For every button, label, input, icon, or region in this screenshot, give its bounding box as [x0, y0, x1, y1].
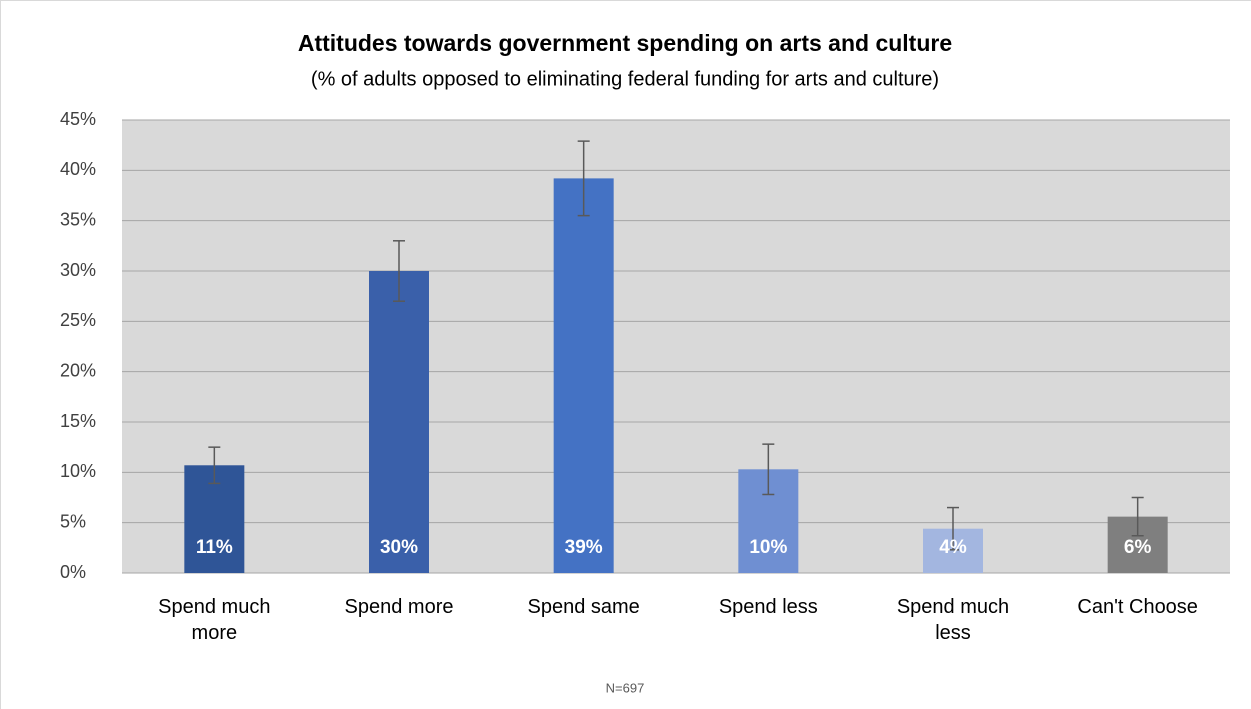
data-label: 39% — [565, 537, 603, 558]
x-tick-label: Spend same — [527, 596, 640, 618]
chart-title: Attitudes towards government spending on… — [298, 30, 952, 56]
error-bar — [947, 506, 959, 551]
error-bar — [1131, 496, 1144, 537]
x-tick-label: Spend much more — [158, 596, 271, 644]
y-tick-label: 25% — [60, 310, 96, 330]
plot-area — [122, 120, 1230, 573]
chart-subtitle: (% of adults opposed to eliminating fede… — [311, 68, 939, 90]
y-tick-label: 30% — [60, 260, 96, 280]
x-tick-label: Spend less — [718, 596, 818, 618]
data-label: 4% — [939, 537, 967, 558]
x-tick-label: Spend much less — [896, 596, 1010, 644]
data-label: 30% — [380, 537, 418, 558]
bar — [553, 178, 614, 574]
x-tick-label: Spend more — [344, 596, 454, 618]
data-label: 10% — [749, 537, 787, 558]
y-tick-label: 10% — [60, 461, 96, 481]
y-tick-label: 0% — [60, 562, 86, 582]
data-label: 11% — [196, 537, 233, 558]
y-tick-label: 40% — [60, 159, 96, 179]
error-bar — [762, 443, 775, 496]
data-label: 6% — [1124, 537, 1152, 558]
bar — [369, 271, 429, 573]
error-bar — [208, 446, 221, 485]
error-bar — [577, 140, 590, 217]
y-tick-label: 15% — [60, 411, 96, 431]
x-tick-label: Can't Choose — [1077, 596, 1198, 618]
y-tick-label: 20% — [60, 360, 96, 380]
y-tick-label: 35% — [60, 209, 96, 229]
y-tick-label: 5% — [60, 511, 86, 531]
error-bar — [393, 240, 405, 302]
note: N=697 — [606, 680, 645, 695]
y-tick-label: 45% — [60, 109, 96, 129]
